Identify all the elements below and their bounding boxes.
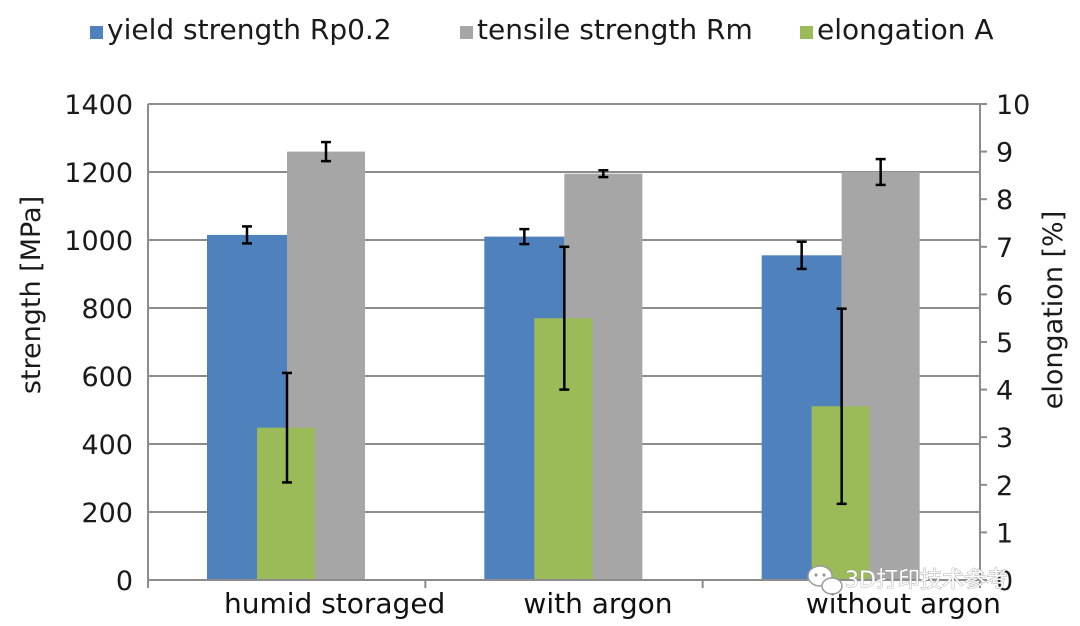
y-right-tick-label: 3 <box>996 423 1013 454</box>
y-right-tick-label: 2 <box>996 471 1013 502</box>
y-right-tick-label: 1 <box>996 518 1013 549</box>
legend-swatch <box>460 26 473 39</box>
axes <box>147 103 987 588</box>
error-bar <box>559 245 570 391</box>
legend-swatch <box>800 26 813 39</box>
error-bar <box>282 371 292 484</box>
y-right-tick-label: 0 <box>996 566 1013 597</box>
y-tick-label: 1200 <box>64 158 133 189</box>
error-bar <box>796 240 807 271</box>
y-right-tick-label: 5 <box>996 328 1013 359</box>
category-labels: humid storaged with argon without argon <box>224 587 1001 620</box>
watermark-text: 3D打印技术参考 <box>845 568 1008 593</box>
error-bar <box>875 157 886 187</box>
legend-item: elongation A <box>800 13 994 46</box>
error-bar <box>519 227 530 246</box>
left-tick-labels: 0 200 400 600 800 1000 1200 1400 <box>64 90 133 597</box>
legend-label: tensile strength Rm <box>477 13 753 46</box>
y-right-tick-label: 6 <box>996 280 1013 311</box>
category-label: humid storaged <box>224 587 445 620</box>
legend: yield strength Rp0.2 tensile strength Rm e… <box>90 13 994 46</box>
y-tick-label: 1400 <box>64 90 133 121</box>
y-right-tick-label: 10 <box>996 90 1030 121</box>
legend-swatch <box>90 26 103 39</box>
error-bar <box>836 307 847 506</box>
y-tick-label: 0 <box>116 566 133 597</box>
legend-item: yield strength Rp0.2 <box>90 13 392 46</box>
bars <box>207 151 920 581</box>
y-tick-label: 200 <box>81 498 133 529</box>
legend-label: elongation A <box>817 13 994 46</box>
error-bar <box>598 169 609 179</box>
y-right-tick-label: 4 <box>996 376 1013 407</box>
category-label: with argon <box>523 587 672 620</box>
y-right-tick-label: 9 <box>996 138 1013 169</box>
watermark: 3D打印技术参考 <box>807 565 1008 595</box>
y-tick-label: 800 <box>81 294 133 325</box>
error-bar <box>242 225 252 245</box>
y-right-tick-label: 8 <box>996 185 1013 216</box>
wechat-icon <box>807 565 843 595</box>
legend-label: yield strength Rp0.2 <box>107 13 392 46</box>
y-axis-label: strength [MPa] <box>16 196 47 394</box>
right-tick-labels: 0 1 2 3 4 5 6 7 8 9 10 <box>996 90 1030 597</box>
error-bars <box>242 140 886 506</box>
y-right-tick-label: 7 <box>996 233 1013 264</box>
y-tick-label: 1000 <box>64 226 133 257</box>
y-tick-label: 400 <box>81 430 133 461</box>
legend-item: tensile strength Rm <box>460 13 753 46</box>
y-tick-label: 600 <box>81 362 133 393</box>
y-axis-right-label: elongation [%] <box>1038 211 1069 409</box>
error-bar <box>321 140 331 163</box>
